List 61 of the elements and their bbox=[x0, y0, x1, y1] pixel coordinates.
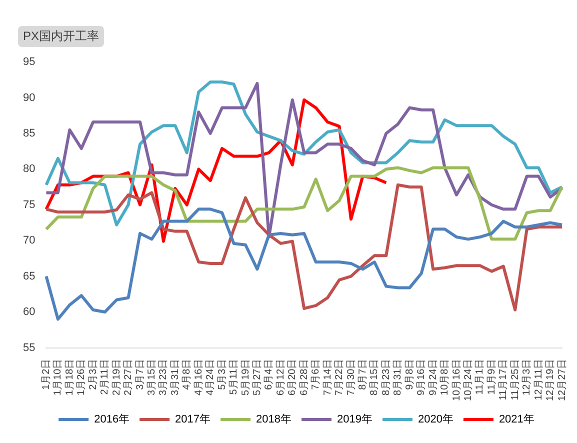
x-tick-label: 5月27日 bbox=[252, 358, 263, 396]
x-tick-label: 5月19日 bbox=[240, 358, 252, 396]
x-tick-label: 3月7日 bbox=[134, 358, 146, 390]
x-tick-label: 2月19日 bbox=[111, 358, 122, 396]
x-tick-label: 10月24日 bbox=[462, 358, 474, 402]
legend-label: 2020年 bbox=[418, 414, 454, 426]
y-tick-label: 85 bbox=[22, 127, 36, 140]
x-tick-label: 5月11日 bbox=[228, 358, 240, 395]
x-tick-label: 6月28日 bbox=[298, 358, 310, 396]
x-tick-label: 7月6日 bbox=[310, 358, 322, 390]
legend-label: 2019年 bbox=[337, 414, 372, 426]
x-tick-label: 2月27日 bbox=[123, 358, 134, 396]
x-tick-label: 12月3日 bbox=[522, 358, 533, 396]
x-tick-label: 1月2日 bbox=[40, 358, 52, 390]
y-tick-label: 90 bbox=[22, 92, 36, 104]
x-tick-label: 3月23日 bbox=[158, 358, 170, 396]
x-tick-label: 3月15日 bbox=[146, 358, 158, 396]
y-tick-label: 75 bbox=[22, 198, 36, 211]
x-tick-label: 5月3日 bbox=[216, 358, 228, 390]
x-tick-label: 11月1日 bbox=[474, 358, 486, 395]
x-tick-label: 3月31日 bbox=[170, 358, 181, 396]
x-tick-label: 4月24日 bbox=[205, 358, 216, 396]
x-tick-label: 4月16日 bbox=[193, 358, 204, 396]
x-tick-label: 11月9日 bbox=[486, 358, 498, 395]
x-tick-label: 8月31日 bbox=[392, 358, 404, 396]
y-tick-label: 80 bbox=[22, 163, 36, 176]
y-tick-label: 70 bbox=[22, 234, 36, 247]
x-tick-label: 8月15日 bbox=[369, 358, 380, 396]
x-tick-label: 12月19日 bbox=[545, 358, 556, 402]
x-tick-label: 6月20日 bbox=[287, 358, 298, 396]
x-tick-label: 8月23日 bbox=[380, 358, 392, 396]
x-tick-label: 11月25日 bbox=[510, 358, 521, 400]
x-tick-label: 8月7日 bbox=[357, 358, 368, 390]
x-tick-label: 12月27日 bbox=[556, 358, 568, 402]
legend-label: 2021年 bbox=[498, 414, 534, 426]
x-tick-label: 7月14日 bbox=[322, 358, 334, 396]
x-tick-label: 1月26日 bbox=[76, 358, 88, 396]
y-tick-label: 60 bbox=[22, 306, 36, 318]
y-tick-label: 95 bbox=[22, 56, 36, 68]
x-tick-label: 6月12日 bbox=[275, 358, 286, 396]
x-tick-label: 4月8日 bbox=[182, 358, 193, 390]
x-tick-label: 11月17日 bbox=[498, 358, 510, 400]
x-tick-label: 12月11日 bbox=[533, 358, 544, 400]
legend-label: 2016年 bbox=[94, 414, 130, 426]
x-tick-label: 10月8日 bbox=[440, 358, 451, 396]
x-tick-label: 7月22日 bbox=[334, 358, 346, 396]
x-tick-label: 9月16日 bbox=[416, 358, 428, 396]
x-tick-label: 9月24日 bbox=[428, 358, 439, 396]
chart-title: PX国内开工率 bbox=[18, 26, 104, 47]
legend-label: 2017年 bbox=[175, 414, 211, 426]
y-tick-label: 65 bbox=[22, 270, 36, 282]
y-tick-label: 55 bbox=[22, 342, 36, 354]
x-tick-label: 9月8日 bbox=[404, 358, 416, 390]
x-tick-label: 1月10日 bbox=[52, 358, 64, 396]
x-tick-label: 2月3日 bbox=[88, 358, 99, 390]
x-tick-label: 10月16日 bbox=[451, 358, 462, 402]
x-tick-label: 2月11日 bbox=[100, 358, 111, 395]
legend-label: 2018年 bbox=[256, 414, 292, 426]
x-tick-label: 6月4日 bbox=[264, 358, 275, 390]
x-tick-label: 1月18日 bbox=[64, 358, 76, 396]
x-tick-label: 7月30日 bbox=[346, 358, 357, 396]
